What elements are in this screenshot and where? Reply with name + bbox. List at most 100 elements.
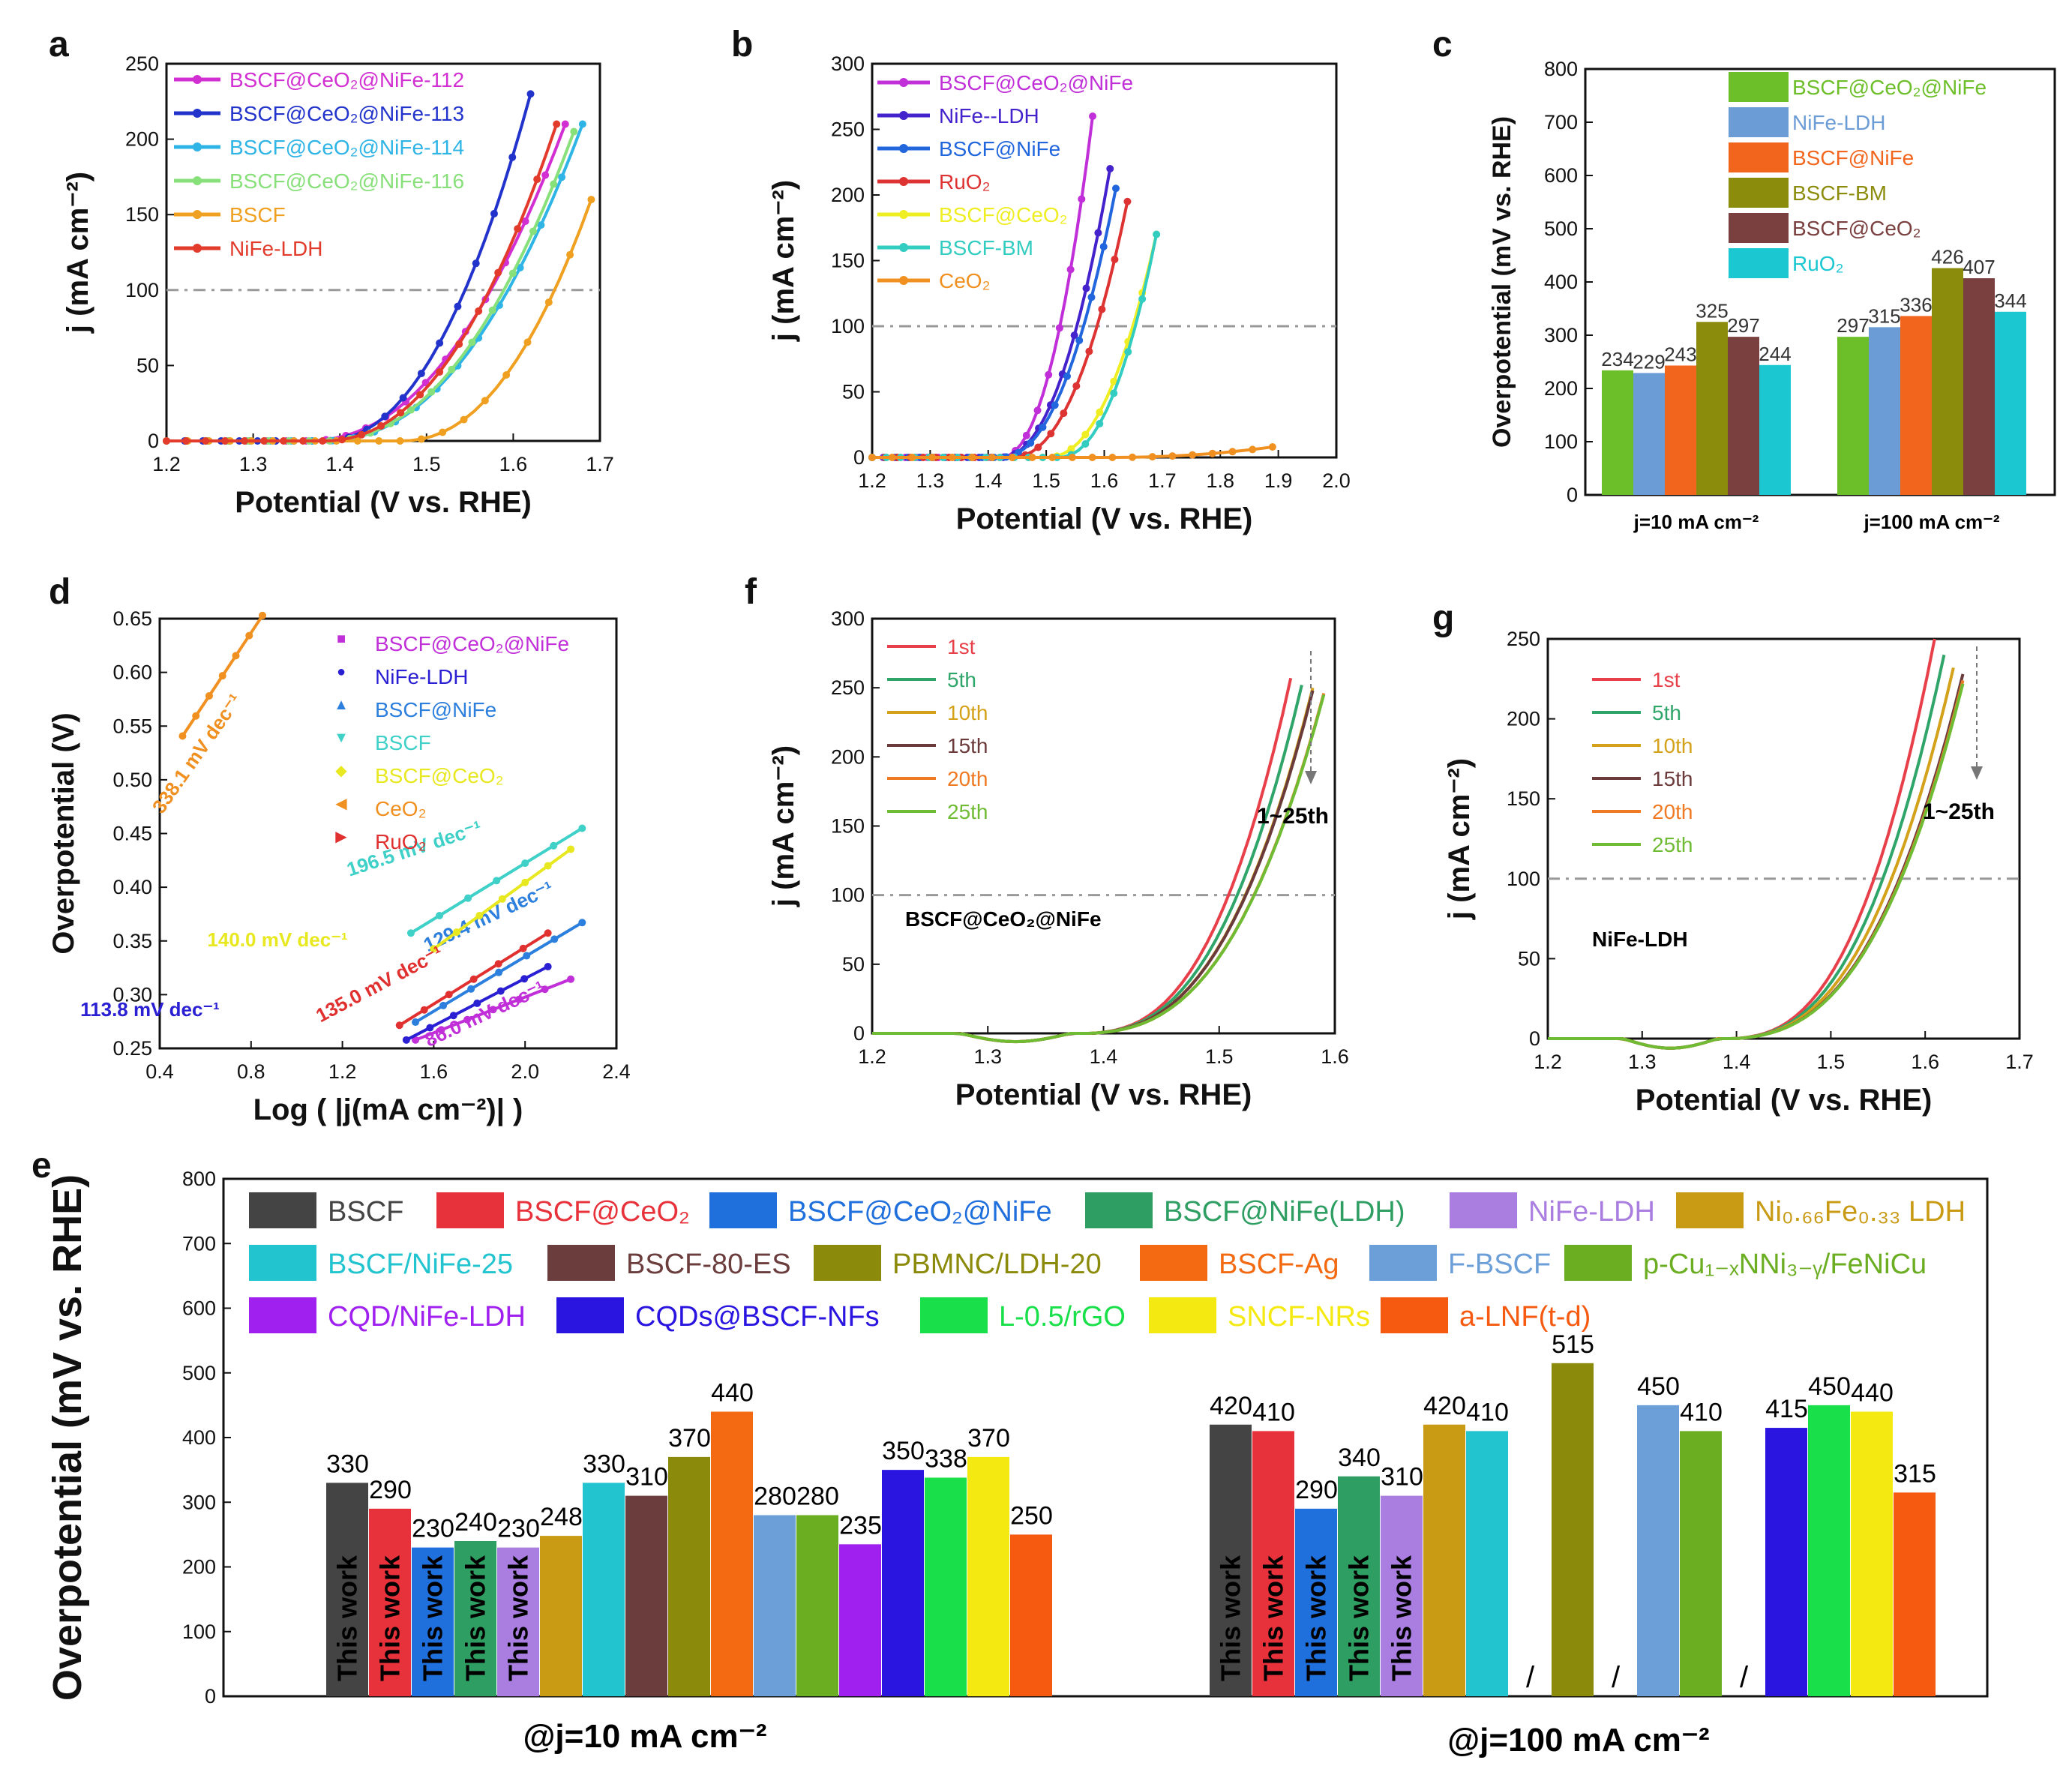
- arrow-label: 1~25th: [1257, 804, 1329, 829]
- data-point: [1066, 265, 1075, 274]
- bar: [1665, 365, 1696, 495]
- bar-value-label: 243: [1664, 343, 1696, 365]
- data-point: [464, 894, 472, 902]
- legend-label: 15th: [1652, 767, 1693, 790]
- legend-label: 10th: [1652, 734, 1693, 757]
- this-work-label: This work: [332, 1555, 363, 1681]
- this-work-label: This work: [460, 1555, 491, 1681]
- bar: [1932, 268, 1963, 495]
- data-point: [426, 1024, 434, 1032]
- data-point: [578, 120, 586, 128]
- bar-value-label: 310: [1381, 1463, 1423, 1492]
- legend-label: BSCF@NiFe: [939, 137, 1060, 160]
- series-line: [872, 685, 1303, 1044]
- x-tick-label: 1.3: [916, 469, 945, 492]
- y-tick-label: 0.30: [112, 983, 152, 1006]
- legend-marker: [193, 176, 202, 185]
- bar: [1696, 322, 1728, 495]
- x-tick-label: 1.4: [1723, 1051, 1751, 1073]
- data-point: [1060, 409, 1068, 418]
- arrow-label: 1~25th: [1923, 799, 1995, 824]
- bar-value-label: 230: [412, 1515, 454, 1543]
- arrow-head: [1305, 771, 1317, 784]
- y-axis-label: Overpotential (mV vs. RHE): [1488, 116, 1516, 448]
- bar: [711, 1411, 753, 1696]
- legend-label: 5th: [1652, 701, 1681, 724]
- bar: [1295, 1508, 1337, 1696]
- data-point: [439, 1001, 448, 1009]
- y-tick-label: 0.45: [112, 823, 152, 845]
- bar: [1466, 1431, 1508, 1696]
- y-tick-label: 0: [1567, 484, 1578, 506]
- legend-label: BSCF@CeO₂: [1792, 217, 1921, 240]
- data-point: [550, 935, 559, 943]
- data-point: [495, 968, 503, 976]
- data-point: [529, 227, 537, 235]
- data-point: [319, 437, 327, 445]
- legend-label: NiFe--LDH: [939, 104, 1039, 127]
- legend-label: RuO₂: [1792, 252, 1843, 275]
- legend-label: BSCF-BM: [939, 236, 1033, 259]
- y-axis-label: j (mA cm⁻²): [61, 172, 94, 334]
- series-line: [1548, 667, 1955, 1050]
- series-line: [872, 694, 1326, 1044]
- data-point: [280, 437, 288, 445]
- legend-label: BSCF@CeO₂: [515, 1196, 690, 1228]
- data-point: [888, 454, 896, 461]
- bar: [754, 1515, 796, 1696]
- legend-label: 5th: [947, 668, 976, 691]
- data-point: [412, 1018, 420, 1027]
- legend-marker: [899, 210, 908, 219]
- data-point: [448, 365, 456, 373]
- data-point: [417, 370, 425, 378]
- series-line: [1548, 679, 1965, 1050]
- legend-swatch: [556, 1297, 624, 1333]
- plot-frame: [1546, 637, 2021, 1040]
- data-point: [416, 391, 424, 399]
- data-point: [1168, 452, 1177, 460]
- data-point: [260, 437, 268, 445]
- legend-label: 1st: [947, 635, 976, 658]
- bar: [497, 1547, 539, 1696]
- panel-label: g: [1432, 598, 1454, 638]
- data-point: [578, 824, 586, 832]
- x-tick-label: 2.4: [602, 1060, 631, 1083]
- y-tick-label: 300: [831, 52, 865, 75]
- data-point: [516, 263, 524, 271]
- data-point: [439, 428, 447, 436]
- missing-marker: /: [1612, 1661, 1621, 1694]
- legend-swatch: [1140, 1245, 1207, 1281]
- data-point: [1189, 451, 1197, 459]
- x-tick-label: 1.6: [420, 1060, 448, 1083]
- legend-label: 1st: [1652, 668, 1681, 691]
- bar: [925, 1477, 967, 1696]
- legend-label: BSCF@CeO₂@NiFe-114: [229, 136, 464, 159]
- legend-marker: ▶: [335, 829, 347, 845]
- data-point: [1034, 443, 1042, 451]
- legend-label: BSCF@CeO₂@NiFe-112: [229, 68, 464, 91]
- y-tick-label: 0.25: [112, 1037, 152, 1060]
- bar: [1252, 1431, 1294, 1696]
- y-tick-label: 250: [831, 118, 865, 141]
- bar: [1995, 311, 2026, 495]
- legend-label: CQD/NiFe-LDH: [328, 1301, 526, 1333]
- data-point: [1110, 389, 1118, 397]
- y-tick-label: 200: [182, 1556, 216, 1579]
- y-tick-label: 200: [1507, 708, 1540, 730]
- data-point: [445, 991, 453, 999]
- category-label: j=100 mA cm⁻²: [1863, 511, 1999, 533]
- data-point: [1094, 229, 1102, 237]
- bar-value-label: 290: [1295, 1476, 1338, 1504]
- bar: [1869, 327, 1900, 495]
- y-tick-label: 150: [1507, 787, 1540, 810]
- panel-label: d: [49, 572, 70, 612]
- bar: [796, 1515, 838, 1696]
- bar-value-label: 230: [497, 1515, 540, 1543]
- y-tick-label: 250: [125, 52, 159, 75]
- data-point: [259, 611, 267, 619]
- legend-label: BSCF@NiFe(LDH): [1164, 1196, 1405, 1228]
- data-point: [1153, 230, 1161, 238]
- data-point: [449, 1012, 457, 1020]
- data-point: [353, 437, 361, 445]
- data-point: [375, 437, 383, 445]
